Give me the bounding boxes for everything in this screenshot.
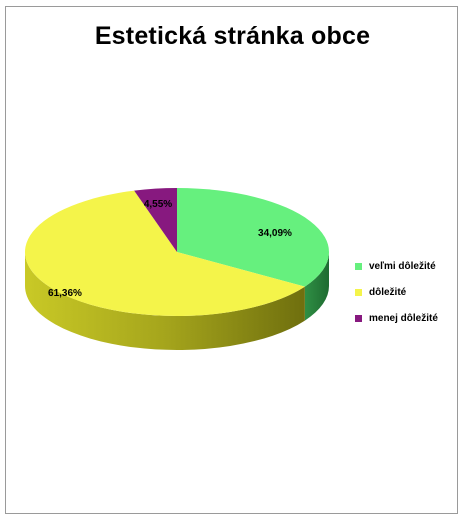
pie-side-dolezite	[25, 252, 305, 350]
legend-label-dolezite: dôležité	[369, 286, 407, 298]
legend-item-dolezite: dôležité	[355, 282, 460, 302]
pie-label-menej-dolezite: 4,55%	[144, 199, 172, 210]
pie-slice-menej-dolezite	[134, 188, 177, 252]
pie-label-velmi-dolezite: 34,09%	[258, 228, 292, 239]
legend-item-velmi-dolezite: veľmi dôležité	[355, 256, 460, 276]
legend-item-menej-dolezite: menej dôležité	[355, 308, 460, 328]
chart-title: Estetická stránka obce	[94, 22, 371, 50]
legend-swatch-velmi-dolezite	[355, 262, 362, 270]
pie-tops	[25, 188, 330, 316]
legend-label-velmi-dolezite: veľmi dôležité	[369, 260, 436, 272]
legend-label-menej-dolezite: menej dôležité	[369, 312, 438, 324]
pie-side-velmi-dolezite	[304, 252, 329, 321]
legend-swatch-dolezite	[355, 288, 362, 296]
pie-slice-velmi-dolezite	[177, 188, 330, 287]
legend-swatch-menej-dolezite	[355, 314, 362, 322]
pie-sides	[25, 252, 329, 350]
pie-labels: 34,09% 61,36% 4,55%	[48, 199, 292, 299]
pie-slice-dolezite	[25, 190, 305, 316]
pie-label-dolezite: 61,36%	[48, 288, 82, 299]
legend: veľmi dôležité dôležité menej dôležité	[355, 256, 460, 334]
